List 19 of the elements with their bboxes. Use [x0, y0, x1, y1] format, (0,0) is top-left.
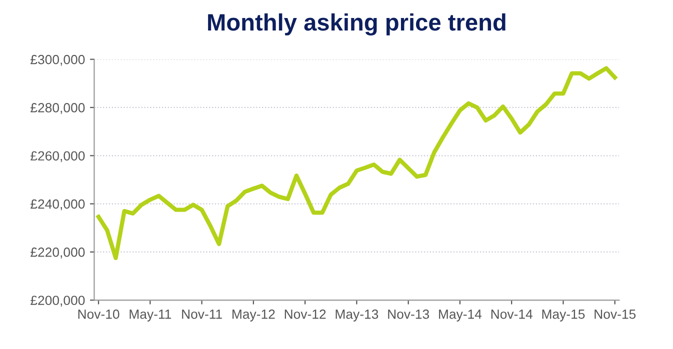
x-tick-label: Nov-15: [594, 310, 636, 319]
y-tick-label: £300,000: [30, 54, 85, 66]
x-tick-label: May-15: [542, 310, 585, 322]
x-tick-label: Nov-11: [182, 310, 222, 319]
line-series: [96, 66, 617, 260]
y-tick-label: £280,000: [30, 103, 85, 114]
y-tick-label: £240,000: [30, 199, 85, 210]
x-tick-label: May-12: [232, 310, 275, 322]
x-tick-label: May-13: [336, 310, 378, 322]
x-tick-label: Nov-13: [388, 310, 430, 319]
y-tick-label: £260,000: [30, 151, 85, 162]
x-tick-label: Nov-14: [491, 310, 532, 319]
chart-title: Monthly asking price trend: [208, 13, 506, 36]
x-tick-label: May-14: [439, 310, 482, 322]
y-tick-label: £220,000: [30, 248, 85, 258]
x-tick-label: Nov-12: [284, 310, 326, 319]
y-tick-label: £200,000: [30, 296, 85, 307]
x-tick-label: Nov-10: [78, 310, 120, 319]
x-tick-label: May-11: [130, 310, 172, 322]
